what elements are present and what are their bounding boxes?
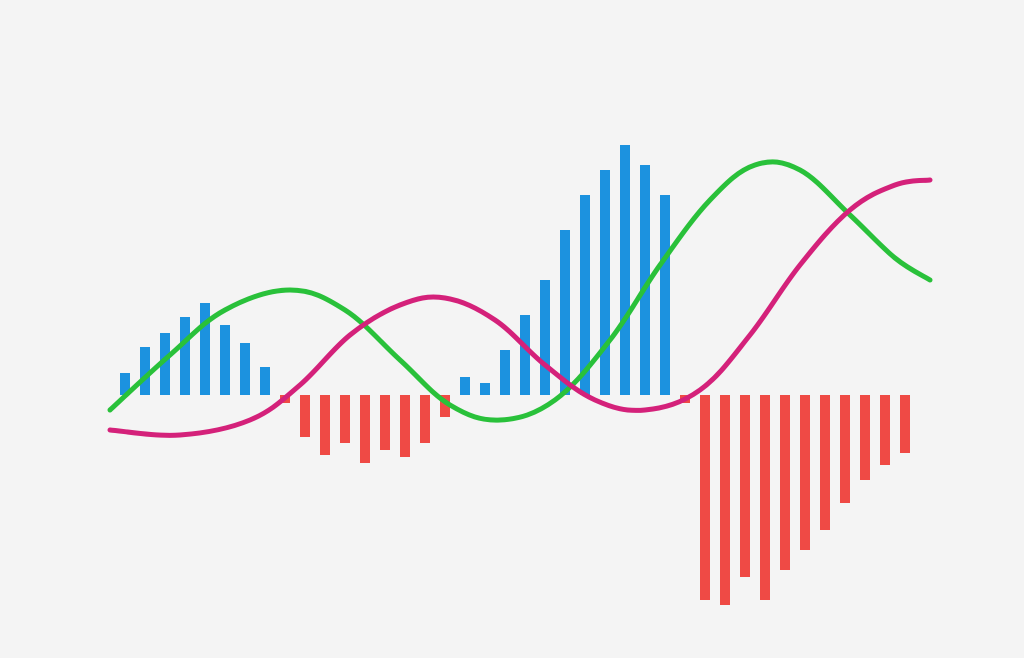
bar-positive: [560, 230, 570, 395]
bar-positive: [520, 315, 530, 395]
bar-negative: [700, 395, 710, 600]
bar-negative: [420, 395, 430, 443]
bar-negative: [340, 395, 350, 443]
bar-negative: [800, 395, 810, 550]
bar-negative: [740, 395, 750, 577]
bar-positive: [240, 343, 250, 395]
bar-positive: [460, 377, 470, 395]
bar-positive: [540, 280, 550, 395]
bar-negative: [780, 395, 790, 570]
macd-chart: [0, 0, 1024, 658]
bar-positive: [220, 325, 230, 395]
bar-positive: [660, 195, 670, 395]
bar-negative: [380, 395, 390, 450]
bar-negative: [820, 395, 830, 530]
bar-negative: [860, 395, 870, 480]
bar-negative: [720, 395, 730, 605]
bar-negative: [320, 395, 330, 455]
bar-negative: [300, 395, 310, 437]
bar-positive: [480, 383, 490, 395]
bar-negative: [760, 395, 770, 600]
bar-positive: [620, 145, 630, 395]
bar-positive: [180, 317, 190, 395]
bar-positive: [260, 367, 270, 395]
bar-negative: [840, 395, 850, 503]
bar-negative: [880, 395, 890, 465]
bar-negative: [400, 395, 410, 457]
bar-positive: [500, 350, 510, 395]
bar-negative: [360, 395, 370, 463]
chart-background: [0, 0, 1024, 658]
bar-negative: [900, 395, 910, 453]
bar-positive: [600, 170, 610, 395]
bar-positive: [200, 303, 210, 395]
